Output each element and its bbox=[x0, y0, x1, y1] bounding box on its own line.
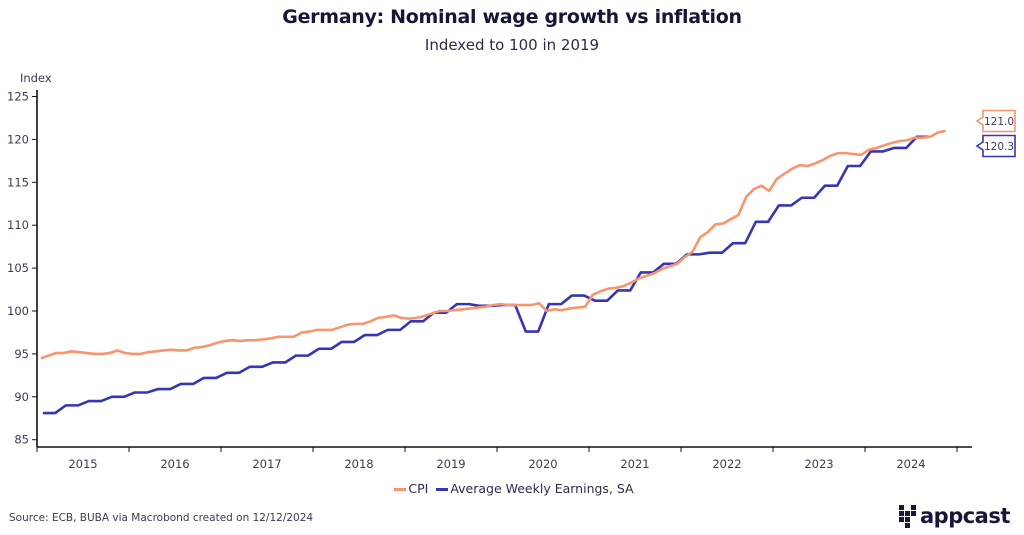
y-tick-label: 105 bbox=[7, 261, 29, 275]
series-line-cpi bbox=[40, 129, 946, 360]
legend: CPI Average Weekly Earnings, SA bbox=[0, 481, 1024, 496]
y-axis: 85 90 95 100 105 110 115 120 125 bbox=[7, 90, 38, 447]
x-tick-label: 2018 bbox=[344, 457, 373, 471]
legend-swatch-wages bbox=[436, 488, 449, 491]
y-tick-label: 100 bbox=[7, 304, 29, 318]
y-tick-label: 110 bbox=[7, 218, 29, 232]
x-tick-label: 2017 bbox=[252, 457, 281, 471]
x-tick-label: 2022 bbox=[712, 457, 741, 471]
end-label-cpi: 121.0 bbox=[984, 116, 1014, 128]
y-tick-label: 115 bbox=[7, 175, 29, 189]
x-axis: 2015 2016 2017 2018 2019 2020 2021 2022 2023 2024 bbox=[36, 446, 972, 471]
appcast-logo: appcast bbox=[899, 504, 1010, 528]
x-tick-label: 2023 bbox=[804, 457, 833, 471]
x-tick-label: 2019 bbox=[436, 457, 465, 471]
end-label-wages: 120.3 bbox=[984, 141, 1014, 153]
x-tick-label: 2024 bbox=[896, 457, 925, 471]
y-tick-label: 90 bbox=[14, 390, 29, 404]
series-line-wages bbox=[42, 135, 930, 415]
x-tick-label: 2015 bbox=[68, 457, 97, 471]
y-tick-label: 125 bbox=[7, 90, 29, 104]
x-tick-label: 2020 bbox=[528, 457, 557, 471]
y-tick-label: 120 bbox=[7, 132, 29, 146]
legend-swatch-cpi bbox=[394, 488, 407, 491]
end-label-cpi-box bbox=[975, 109, 1016, 133]
chart-subtitle: Indexed to 100 in 2019 bbox=[424, 36, 600, 54]
legend-label-wages: Average Weekly Earnings, SA bbox=[450, 481, 634, 496]
logo-text: appcast bbox=[920, 504, 1010, 528]
end-value-labels: 121.0 120.3 bbox=[975, 109, 1016, 158]
x-tick-label: 2021 bbox=[620, 457, 649, 471]
source-note: Source: ECB, BUBA via Macrobond created … bbox=[9, 512, 314, 524]
x-tick-label: 2016 bbox=[160, 457, 189, 471]
end-label-wages-box bbox=[975, 134, 1016, 158]
series-group bbox=[40, 129, 946, 415]
y-axis-label: Index bbox=[20, 71, 52, 85]
y-tick-label: 85 bbox=[14, 433, 29, 447]
chart-title: Germany: Nominal wage growth vs inflatio… bbox=[282, 6, 742, 28]
logo-mark-icon bbox=[899, 504, 916, 528]
legend-label-cpi: CPI bbox=[408, 481, 429, 496]
y-tick-label: 95 bbox=[14, 347, 29, 361]
